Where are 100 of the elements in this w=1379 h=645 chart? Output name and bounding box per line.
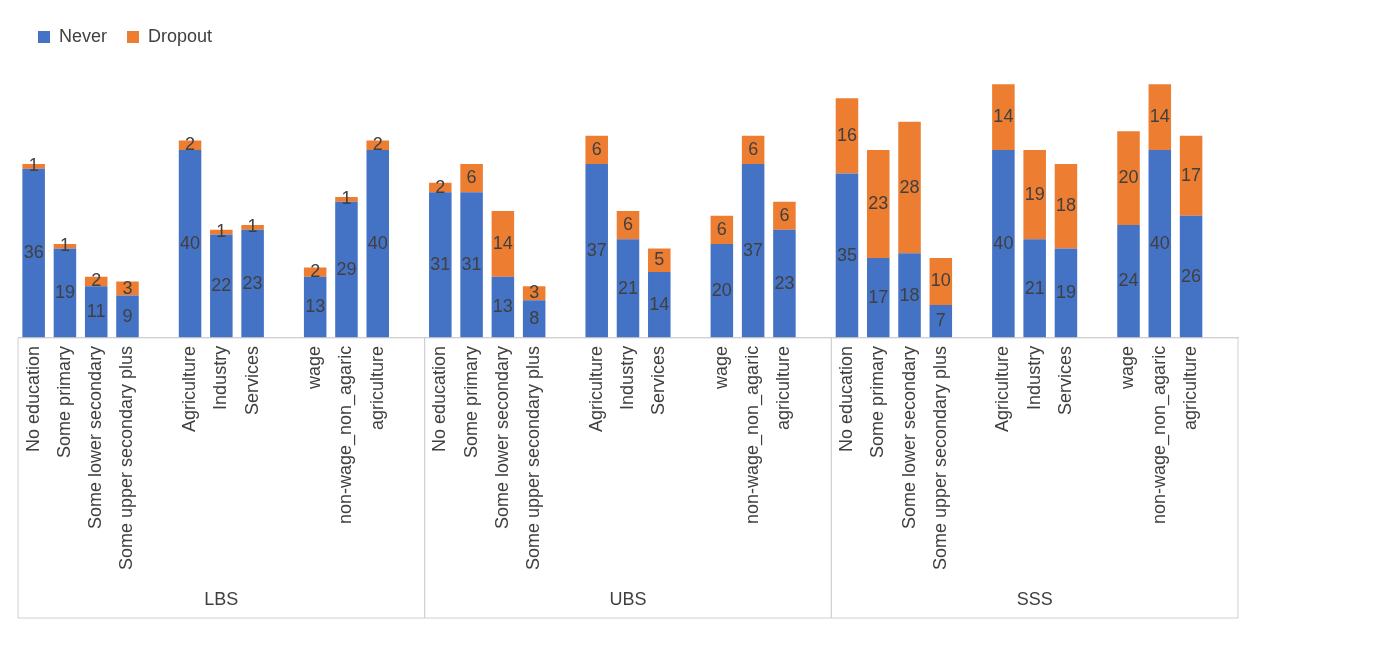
data-label: 11 (86, 301, 106, 321)
x-tick-label: non-wage_non_agaric (742, 345, 764, 525)
x-tick-label: Some upper secondary plus (116, 345, 137, 571)
data-label: 40 (367, 232, 388, 253)
bar (1054, 164, 1078, 249)
bar (867, 149, 890, 259)
x-tick-label: Some lower secondary (491, 345, 512, 529)
data-label: 28 (899, 176, 920, 197)
data-label: 31 (461, 254, 482, 275)
data-label: 40 (180, 232, 201, 253)
data-label: 21 (1024, 277, 1045, 298)
bar (1148, 149, 1172, 338)
data-label: 6 (466, 167, 477, 188)
data-label: 7 (935, 310, 946, 331)
data-label: 20 (711, 279, 732, 300)
data-label: 23 (774, 272, 795, 293)
data-label: 6 (716, 218, 727, 239)
bar (616, 239, 640, 338)
bar (1148, 84, 1172, 150)
data-label: 5 (654, 249, 665, 270)
bar (898, 253, 921, 338)
x-tick-label: Some upper secondary plus (929, 345, 950, 571)
x-tick-label: Some primary (460, 345, 481, 458)
data-label: 18 (899, 284, 920, 305)
bar (1117, 225, 1140, 338)
x-tick-label: No education (22, 345, 43, 452)
x-tick-label: Agriculture (992, 345, 1013, 432)
legend-label: Dropout (148, 25, 213, 46)
data-label: 31 (430, 254, 451, 275)
data-label: 19 (1055, 282, 1076, 303)
data-label: 40 (993, 232, 1014, 253)
x-tick-label: agriculture (1180, 345, 1201, 430)
legend-label: Never (59, 25, 108, 46)
bar (429, 192, 452, 338)
data-label: 1 (341, 188, 352, 209)
data-label: 17 (1181, 164, 1202, 185)
text: UBS (609, 588, 647, 609)
data-label: 6 (748, 138, 759, 159)
data-label: 19 (54, 282, 75, 303)
data-label: 14 (492, 232, 513, 253)
x-tick-label: non-wage_non_agaric (335, 345, 357, 525)
bar (116, 295, 139, 338)
bar (1179, 215, 1203, 338)
data-label: 26 (1181, 265, 1202, 286)
data-label: 23 (242, 272, 263, 293)
data-label: 3 (122, 277, 133, 298)
data-label: 22 (211, 275, 232, 296)
text: LBS (204, 588, 239, 609)
x-tick-label: No education (835, 345, 856, 452)
data-label: 1 (28, 155, 39, 176)
data-label: 37 (743, 239, 764, 260)
bar (648, 272, 671, 338)
bar (460, 192, 483, 338)
data-label: 9 (122, 305, 133, 326)
bar (773, 229, 796, 338)
bar (741, 164, 765, 338)
data-label: 14 (1149, 106, 1170, 127)
data-label: 17 (868, 286, 889, 307)
data-label: 3 (529, 282, 540, 303)
x-tick-label: Industry (616, 345, 637, 410)
data-label: 18 (1055, 195, 1076, 216)
bar (585, 164, 608, 338)
x-tick-label: Some lower secondary (85, 345, 106, 529)
data-label: 14 (649, 293, 670, 314)
x-tick-label: Some primary (867, 345, 888, 458)
data-label: 6 (591, 138, 602, 159)
data-label: 6 (622, 214, 634, 235)
bar (1117, 131, 1140, 226)
x-tick-label: Agriculture (585, 345, 606, 432)
data-label: 21 (617, 277, 639, 298)
data-label: 14 (993, 106, 1014, 127)
data-label: 6 (779, 204, 790, 225)
bar (1179, 135, 1203, 216)
x-tick-label: Some upper secondary plus (523, 345, 544, 571)
data-label: 40 (1149, 232, 1170, 253)
x-tick-label: No education (429, 345, 450, 452)
data-label: 24 (1118, 270, 1139, 291)
x-tick-label: agriculture (773, 345, 794, 430)
data-label: 36 (23, 242, 44, 263)
bar (710, 243, 734, 338)
bar (1023, 149, 1046, 240)
x-tick-label: Services (241, 345, 262, 415)
x-tick-label: Services (648, 345, 669, 415)
bar (835, 173, 859, 338)
bar (366, 149, 390, 338)
bar (992, 149, 1015, 338)
data-label: 19 (1024, 183, 1045, 204)
x-tick-label: Services (1054, 345, 1075, 415)
x-tick-label: wage (710, 345, 731, 390)
x-tick-label: agriculture (366, 345, 387, 430)
data-label: 20 (1118, 167, 1139, 188)
x-tick-label: Industry (210, 345, 231, 410)
bar (898, 121, 921, 254)
bar (491, 211, 515, 277)
data-label: 35 (836, 244, 857, 265)
x-tick-label: non-wage_non_agaric (1148, 345, 1170, 525)
data-label: 23 (868, 192, 889, 213)
x-tick-label: Some primary (53, 345, 74, 458)
data-label: 13 (305, 296, 326, 317)
x-tick-label: Agriculture (179, 345, 200, 432)
